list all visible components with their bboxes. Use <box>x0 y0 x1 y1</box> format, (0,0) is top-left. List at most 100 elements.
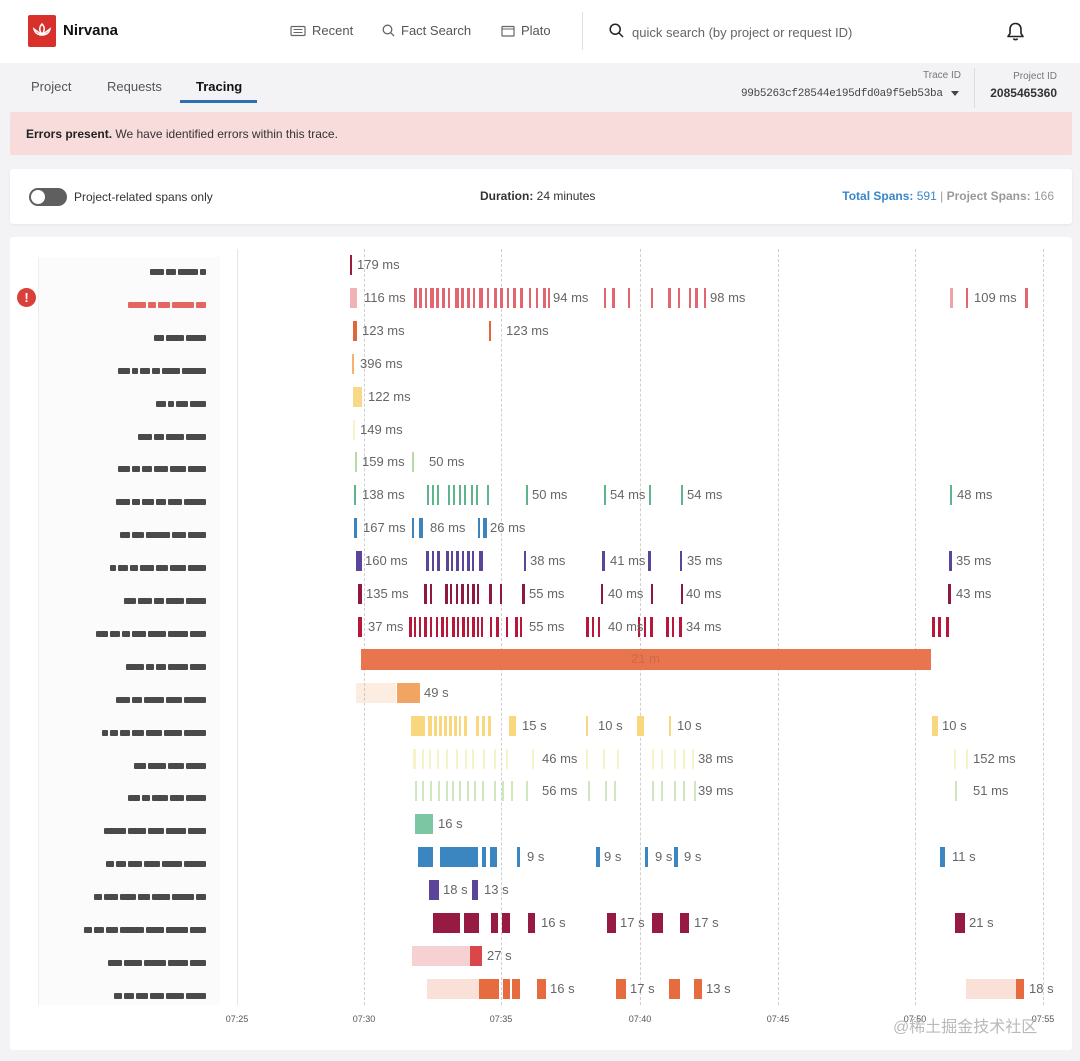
span-bar[interactable] <box>932 715 938 736</box>
span-bar[interactable] <box>586 616 589 637</box>
span-bar[interactable] <box>524 551 526 572</box>
tab-requests[interactable]: Requests <box>107 79 162 94</box>
span-bar[interactable] <box>607 913 616 933</box>
span-bar[interactable] <box>681 485 683 506</box>
notifications-bell-icon[interactable] <box>1005 21 1026 42</box>
span-bar[interactable] <box>478 518 480 539</box>
span-bar[interactable] <box>426 551 429 572</box>
span-name-redacted[interactable] <box>40 756 206 769</box>
span-bar[interactable] <box>419 287 422 308</box>
span-bar[interactable] <box>482 847 486 868</box>
span-bar[interactable] <box>503 978 510 999</box>
span-bar[interactable] <box>430 584 432 604</box>
span-bar[interactable] <box>479 978 499 999</box>
span-bar[interactable] <box>467 781 469 802</box>
span-bar[interactable] <box>494 287 497 308</box>
span-bar[interactable] <box>437 551 440 572</box>
span-bar[interactable] <box>954 748 956 769</box>
span-bar[interactable] <box>548 287 550 308</box>
span-bar[interactable] <box>948 584 951 604</box>
span-bar[interactable] <box>650 616 653 637</box>
span-bar[interactable] <box>496 616 499 637</box>
span-bar[interactable] <box>415 814 433 835</box>
span-bar[interactable] <box>672 616 674 637</box>
span-bar[interactable] <box>473 287 475 308</box>
span-name-redacted[interactable] <box>40 295 206 308</box>
span-bar[interactable] <box>689 287 691 308</box>
span-bar[interactable] <box>479 551 483 572</box>
span-bar[interactable] <box>459 781 461 802</box>
span-bar[interactable] <box>434 715 437 736</box>
span-bar[interactable] <box>1025 287 1028 308</box>
span-bar[interactable] <box>602 551 605 572</box>
span-bar[interactable] <box>490 616 492 637</box>
span-bar[interactable] <box>494 748 496 769</box>
span-bar[interactable] <box>414 616 416 637</box>
span-bar[interactable] <box>638 616 640 637</box>
span-bar[interactable] <box>445 584 448 604</box>
span-bar[interactable] <box>500 287 503 308</box>
span-bar[interactable] <box>452 781 454 802</box>
span-bar[interactable] <box>446 616 448 637</box>
span-bar[interactable] <box>652 748 654 769</box>
span-bar[interactable] <box>456 584 458 604</box>
span-bar[interactable] <box>517 847 520 868</box>
span-name-redacted[interactable] <box>40 953 206 966</box>
span-bar[interactable] <box>500 584 502 604</box>
span-bar[interactable] <box>598 616 600 637</box>
span-bar[interactable] <box>482 781 484 802</box>
span-name-redacted[interactable] <box>40 492 206 506</box>
span-bar[interactable] <box>444 715 447 736</box>
span-bar[interactable] <box>628 287 630 308</box>
span-bar[interactable] <box>477 616 479 637</box>
span-bar[interactable] <box>446 551 449 572</box>
nav-plato[interactable]: Plato <box>501 23 551 38</box>
span-bar[interactable] <box>940 847 945 868</box>
span-bar[interactable] <box>428 715 432 736</box>
span-bar[interactable] <box>637 715 644 736</box>
span-bar[interactable] <box>661 748 663 769</box>
main-span-bar[interactable] <box>361 648 931 670</box>
span-bar[interactable] <box>427 978 479 999</box>
span-bar[interactable] <box>427 485 429 506</box>
span-bar[interactable] <box>652 781 654 802</box>
span-bar[interactable] <box>472 584 475 604</box>
span-bar[interactable] <box>441 616 444 637</box>
span-bar[interactable] <box>526 781 528 802</box>
span-bar[interactable] <box>651 584 653 604</box>
span-bar[interactable] <box>424 584 427 604</box>
span-bar[interactable] <box>669 978 680 999</box>
span-bar[interactable] <box>412 518 414 539</box>
nirvana-logo-icon[interactable] <box>28 15 56 47</box>
span-bar[interactable] <box>1016 978 1024 999</box>
span-bar[interactable] <box>442 287 445 308</box>
quick-search-input[interactable] <box>632 20 962 44</box>
span-name-redacted[interactable] <box>40 986 206 999</box>
app-name[interactable]: Nirvana <box>63 22 119 39</box>
span-bar[interactable] <box>464 913 479 933</box>
span-bar[interactable] <box>529 287 531 308</box>
span-bar[interactable] <box>494 781 496 802</box>
span-bar[interactable] <box>430 616 432 637</box>
span-bar[interactable] <box>612 287 615 308</box>
span-bar[interactable] <box>477 584 479 604</box>
span-bar[interactable] <box>592 616 594 637</box>
span-name-redacted[interactable] <box>40 427 206 440</box>
span-bar[interactable] <box>438 781 440 802</box>
span-bar[interactable] <box>437 485 439 506</box>
span-bar[interactable] <box>450 584 452 604</box>
span-bar[interactable] <box>397 682 420 703</box>
span-bar[interactable] <box>614 781 616 802</box>
span-bar[interactable] <box>424 616 427 637</box>
tab-project[interactable]: Project <box>31 79 72 94</box>
span-bar[interactable] <box>502 913 510 933</box>
span-bar[interactable] <box>528 913 535 933</box>
span-name-redacted[interactable] <box>40 624 206 637</box>
span-bar[interactable] <box>966 287 968 308</box>
span-bar[interactable] <box>467 287 470 308</box>
tab-tracing[interactable]: Tracing <box>196 79 243 94</box>
span-bar[interactable] <box>680 551 682 572</box>
span-bar[interactable] <box>509 715 516 736</box>
span-bar[interactable] <box>470 945 482 966</box>
span-bar[interactable] <box>946 616 949 637</box>
